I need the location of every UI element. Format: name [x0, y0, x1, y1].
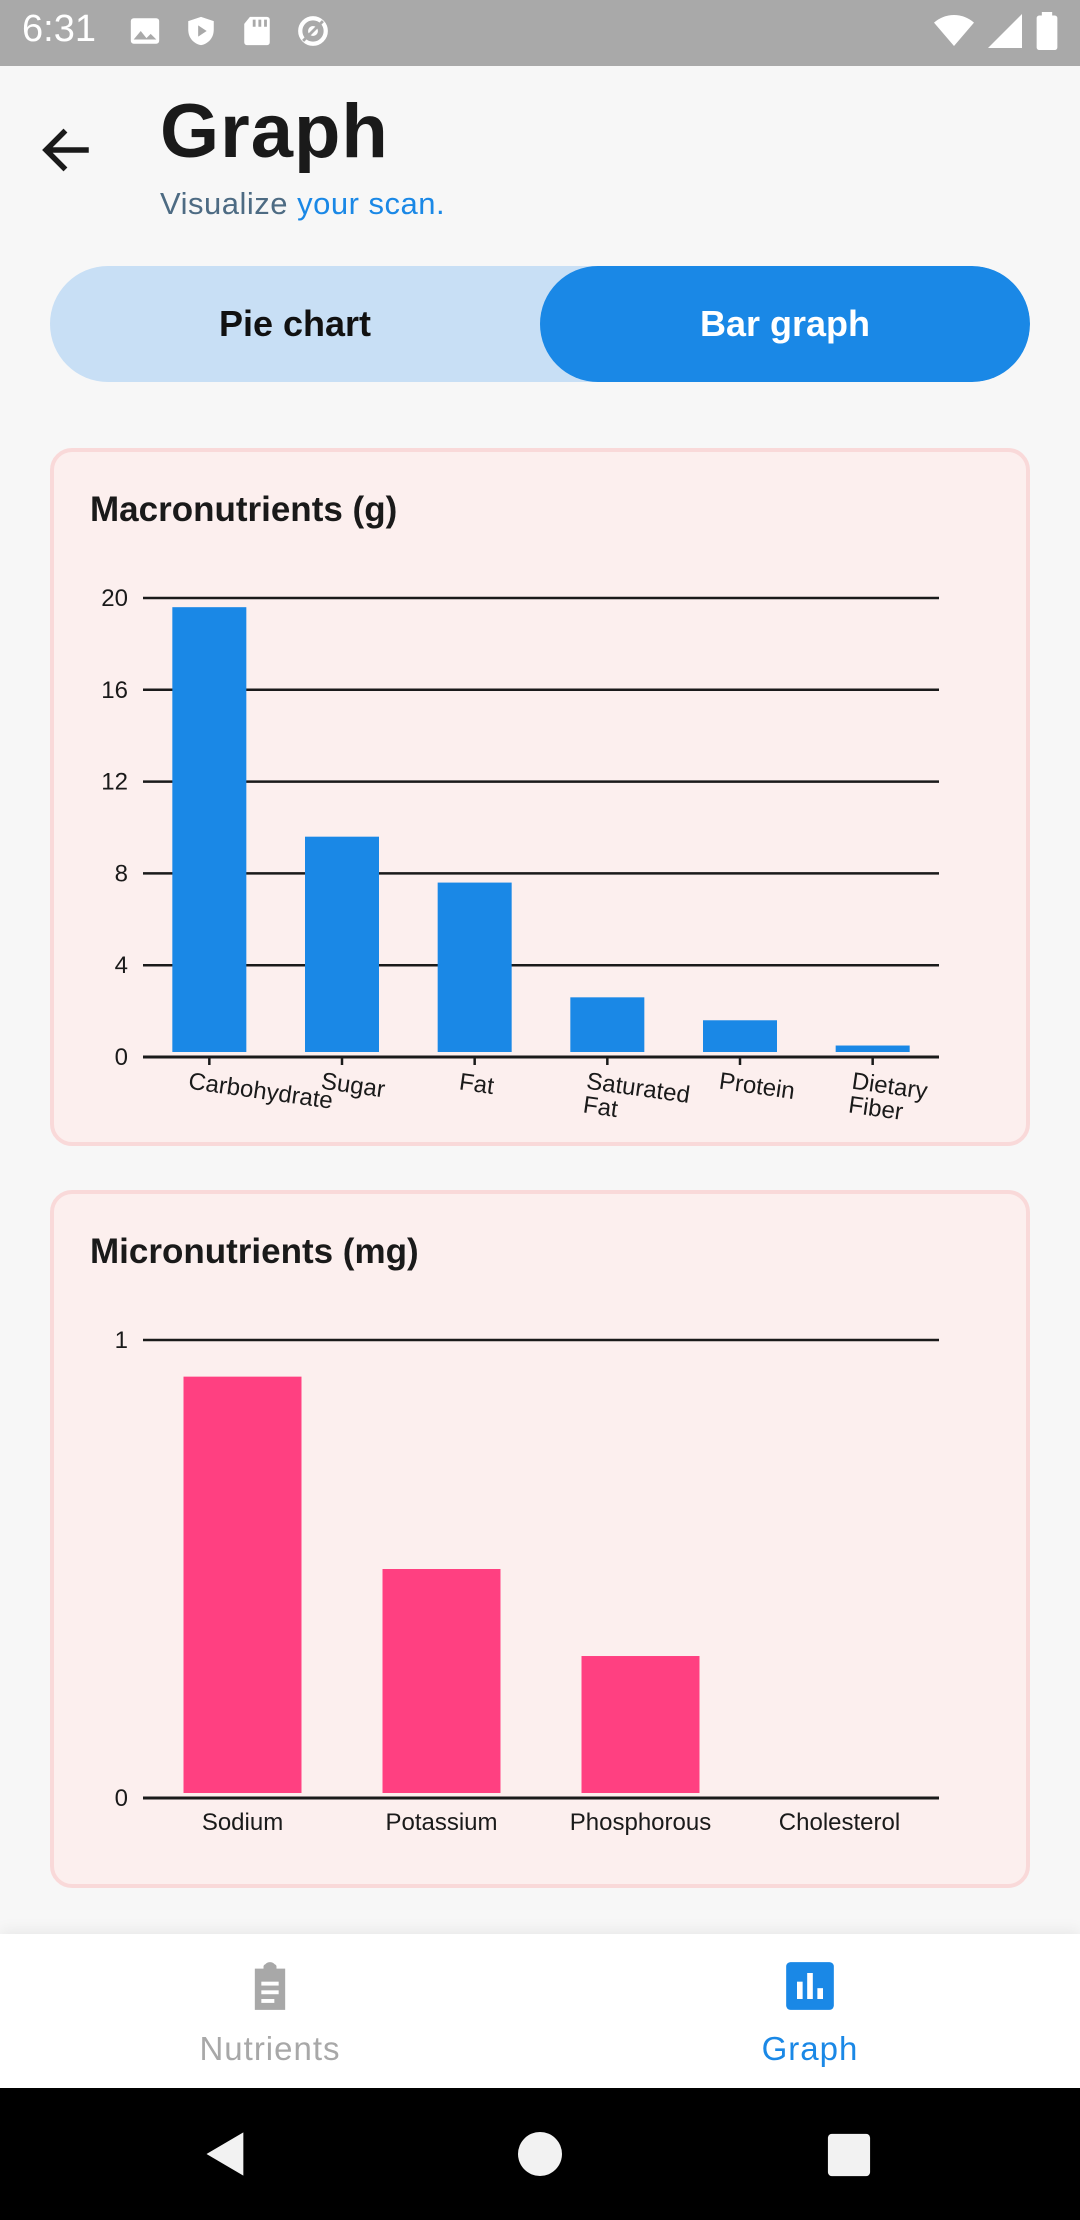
- bottom-navigation: Nutrients Graph: [0, 1934, 1080, 2088]
- page-title: Graph: [160, 89, 389, 174]
- x-tick-label: Phosphorous: [570, 1809, 711, 1836]
- y-tick-label: 0: [115, 1044, 128, 1071]
- x-tick-label: Potassium: [385, 1809, 497, 1836]
- nav-label-graph: Graph: [761, 2030, 859, 2067]
- x-tick-label: SaturatedFat: [581, 1068, 691, 1133]
- bar-potassium: [382, 1569, 501, 1793]
- x-tick-label: DietaryFiber: [847, 1068, 929, 1129]
- y-tick-label: 20: [101, 585, 128, 612]
- back-nav-icon[interactable]: [200, 2128, 252, 2180]
- bar-sodium: [183, 1376, 302, 1793]
- micronutrients-card: Micronutrients (mg) 0 1 Sodium Potassium Pho…: [50, 1190, 1030, 1888]
- x-tick-label: Sodium: [202, 1809, 283, 1836]
- y-tick-label: 0: [115, 1785, 128, 1812]
- y-tick-label: 8: [115, 860, 128, 887]
- page-subtitle: Visualize your scan.: [160, 186, 445, 222]
- y-tick-label: 16: [101, 677, 128, 704]
- subtitle-text: Visualize: [160, 186, 298, 221]
- bar-graph-tab[interactable]: Bar graph: [540, 266, 1030, 382]
- micronutrients-title: Micronutrients (mg): [90, 1232, 419, 1271]
- y-tick-label: 1: [115, 1327, 128, 1354]
- x-tick-label: Carbohydrate: [187, 1068, 335, 1115]
- bar-phosphorous: [581, 1656, 700, 1793]
- system-status-icons: [934, 12, 1058, 55]
- bar-saturated-fat: [570, 997, 645, 1052]
- sync-notification-icon: [296, 14, 330, 48]
- bar-sugar: [305, 836, 379, 1052]
- micronutrients-bar-chart: 0 1 Sodium Potassium Phosphorous Cholesterol: [115, 1327, 939, 1836]
- bar-protein: [703, 1020, 777, 1052]
- y-tick-label: 12: [101, 769, 128, 796]
- sd-card-icon: [240, 14, 274, 48]
- bar-fat: [437, 882, 512, 1052]
- system-navigation-bar: [0, 2088, 1080, 2220]
- wifi-icon: [934, 13, 974, 54]
- signal-icon: [988, 13, 1022, 54]
- x-tick-label: Cholesterol: [779, 1809, 900, 1836]
- status-bar: 6:31: [0, 0, 1080, 66]
- chart-type-toggle: Pie chart Bar graph: [50, 266, 1030, 382]
- bar-chart-icon: [786, 1962, 834, 2010]
- nav-item-nutrients[interactable]: Nutrients: [0, 1934, 540, 2088]
- home-nav-icon[interactable]: [516, 2130, 564, 2178]
- subtitle-accent: your scan.: [297, 186, 446, 221]
- bar-dietary-fiber: [835, 1045, 910, 1052]
- status-time: 6:31: [22, 8, 96, 50]
- x-tick-label: Protein: [717, 1068, 796, 1105]
- y-tick-label: 4: [115, 952, 128, 979]
- recents-nav-icon[interactable]: [826, 2132, 872, 2178]
- shield-notification-icon: [184, 14, 218, 48]
- x-tick-label: Fat: [458, 1069, 496, 1101]
- clipboard-icon: [254, 1962, 286, 2010]
- macronutrients-card: Macronutrients (g) 0 4 8 12 16 20 Carbohydrate…: [50, 448, 1030, 1146]
- back-button[interactable]: [36, 120, 96, 180]
- bar-carbohydrate: [172, 607, 247, 1052]
- pie-chart-tab[interactable]: Pie chart: [218, 303, 372, 344]
- nav-label-nutrients: Nutrients: [199, 2030, 341, 2067]
- battery-icon: [1036, 12, 1058, 55]
- image-notification-icon: [128, 14, 162, 48]
- arrow-left-icon: [42, 128, 89, 172]
- nav-item-graph[interactable]: Graph: [540, 1934, 1080, 2088]
- macronutrients-title: Macronutrients (g): [90, 490, 398, 529]
- notification-icons: [128, 14, 330, 48]
